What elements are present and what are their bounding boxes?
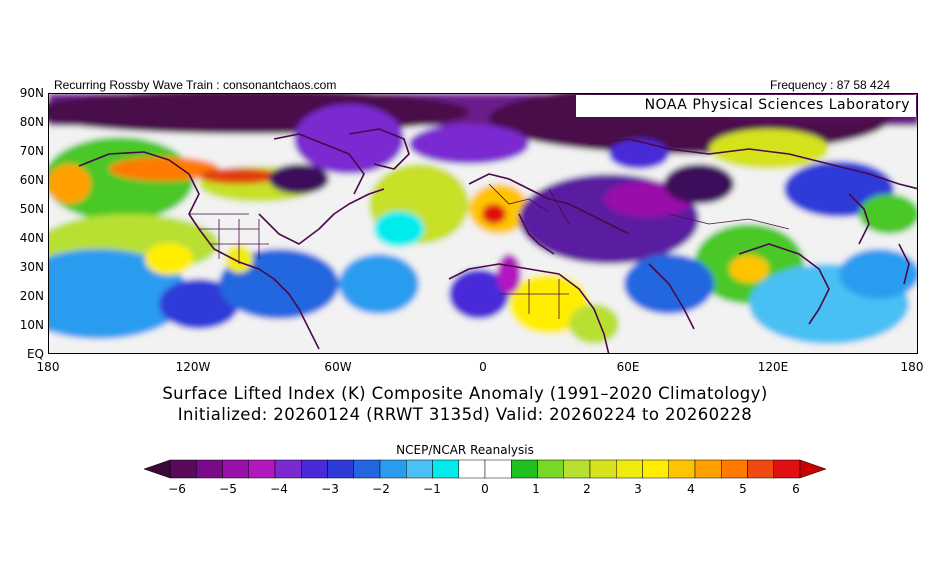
colorbar-swatch	[484, 459, 512, 479]
colorbar-tick-label: −3	[321, 482, 339, 496]
colorbar-swatch	[169, 459, 197, 479]
lon-label-180w: 180	[36, 360, 60, 374]
colorbar-swatch	[327, 459, 354, 479]
colorbar-tick-label: −2	[372, 482, 390, 496]
colorbar-swatch	[406, 459, 433, 479]
colorbar-swatch	[694, 459, 722, 479]
colorbar-right-arrow	[799, 459, 826, 479]
coastlines	[78, 128, 917, 353]
lat-label-90n: 90N	[19, 86, 44, 100]
colorbar-swatch	[747, 459, 774, 479]
colorbar-swatch	[196, 459, 223, 479]
lat-label-80n: 80N	[19, 115, 44, 129]
lab-label: NOAA Physical Sciences Laboratory	[644, 97, 910, 113]
lat-label-40n: 40N	[19, 231, 44, 245]
colorbar-tick-label: 4	[687, 482, 695, 496]
colorbar-tick-label: −5	[219, 482, 237, 496]
colorbar-tick-label: 1	[532, 482, 540, 496]
political-borders	[189, 183, 790, 319]
colorbar-tick-label: −6	[168, 482, 186, 496]
colorbar-swatch	[274, 459, 302, 479]
colorbar-swatch	[537, 459, 564, 479]
colorbar-swatch	[301, 459, 328, 479]
lat-label-50n: 50N	[19, 202, 44, 216]
colorbar-tick-label: 5	[739, 482, 747, 496]
lab-label-box: NOAA Physical Sciences Laboratory	[576, 95, 916, 117]
lon-label-0: 0	[479, 360, 487, 374]
plot-title-line-2: Initialized: 20260124 (RRWT 3135d) Valid…	[177, 405, 753, 424]
colorbar-swatch	[511, 459, 538, 479]
plot-title-line-1: Surface Lifted Index (K) Composite Anoma…	[162, 384, 768, 403]
colorbar-swatch	[642, 459, 669, 479]
source-label: NCEP/NCAR Reanalysis	[396, 443, 534, 457]
colorbar-swatch	[379, 459, 407, 479]
anomaly-shading	[49, 94, 917, 353]
lat-label-10n: 10N	[19, 318, 44, 332]
colorbar-swatch	[668, 459, 696, 479]
lon-label-120w: 120W	[175, 360, 211, 374]
colorbar-swatch	[353, 459, 381, 479]
colorbar-swatch	[721, 459, 748, 479]
caption-source: Recurring Rossby Wave Train : consonantc…	[54, 78, 337, 92]
anomaly-map	[48, 93, 918, 354]
anomaly-map-canvas	[49, 94, 917, 353]
colorbar-tick-label: 2	[583, 482, 591, 496]
lat-label-60n: 60N	[19, 173, 44, 187]
colorbar-swatch	[563, 459, 591, 479]
colorbar-swatch	[248, 459, 276, 479]
colorbar-tick-label: −4	[270, 482, 288, 496]
lon-label-60e: 60E	[616, 360, 640, 374]
lat-label-20n: 20N	[19, 289, 44, 303]
colorbar-tick-label: −1	[423, 482, 441, 496]
colorbar	[144, 459, 826, 479]
lat-label-30n: 30N	[19, 260, 44, 274]
colorbar-swatch	[589, 459, 617, 479]
colorbar-tick-label: 6	[792, 482, 800, 496]
lon-label-120e: 120E	[757, 360, 789, 374]
colorbar-swatch	[222, 459, 249, 479]
colorbar-swatch	[773, 459, 801, 479]
lat-label-70n: 70N	[19, 144, 44, 158]
colorbar-swatch	[616, 459, 643, 479]
colorbar-tick-label: 3	[634, 482, 642, 496]
colorbar-tick-label: 0	[481, 482, 489, 496]
lon-label-180e: 180	[900, 360, 924, 374]
colorbar-swatch	[458, 459, 486, 479]
caption-frequency: Frequency : 87 58 424	[770, 78, 891, 92]
colorbar-left-arrow	[144, 459, 171, 479]
lat-label-eq: EQ	[26, 347, 44, 361]
lon-label-60w: 60W	[324, 360, 352, 374]
colorbar-swatch	[432, 459, 459, 479]
